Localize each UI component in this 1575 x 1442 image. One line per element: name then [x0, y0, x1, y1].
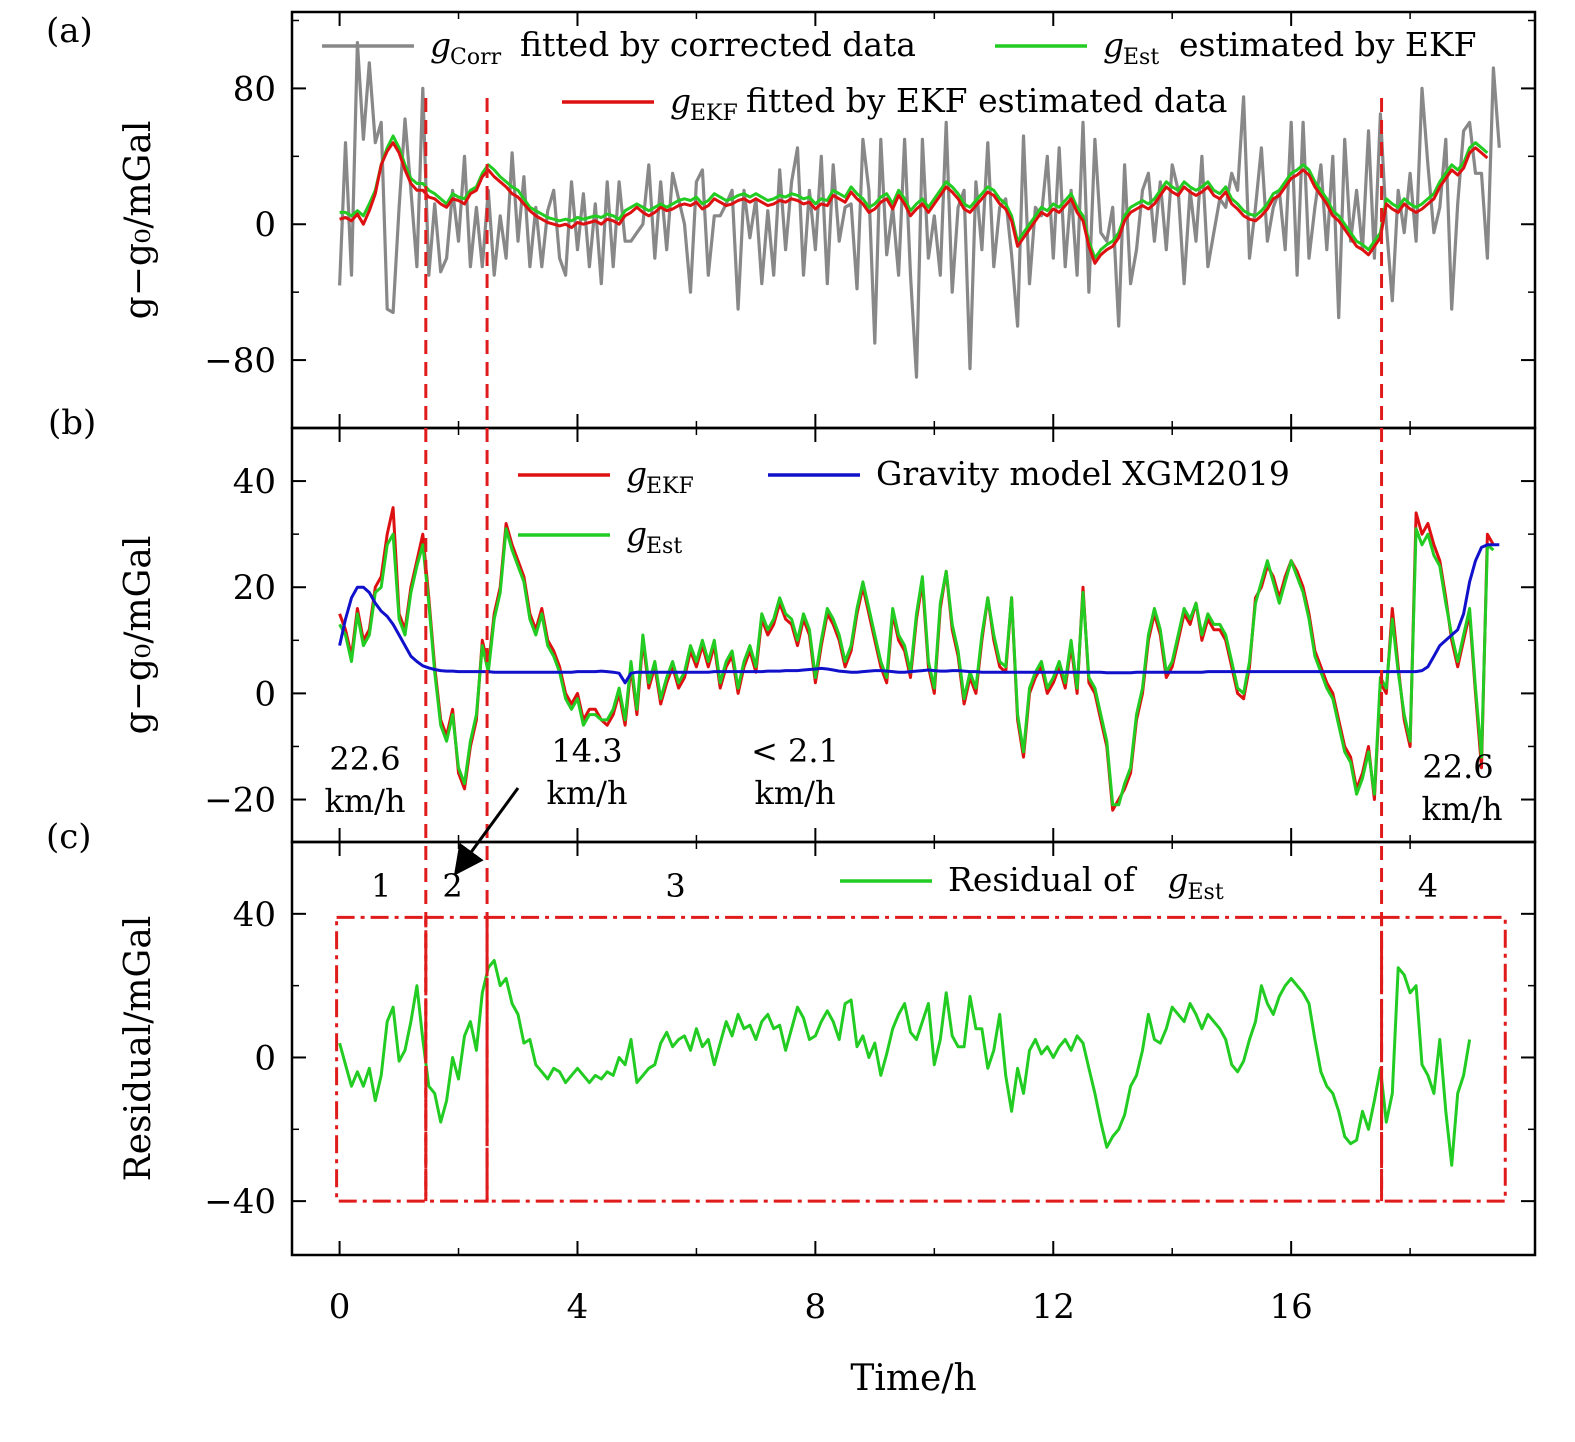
panel-tag: (a): [46, 11, 93, 51]
speed-label-value: 22.6: [1422, 748, 1493, 786]
y-tick-label: −20: [204, 781, 276, 821]
legend-subscript: EKF: [646, 474, 694, 499]
x-tick-label: 4: [567, 1287, 589, 1327]
series-line-gEKF: [339, 141, 1489, 265]
y-tick-label: −40: [204, 1182, 276, 1222]
speed-label-unit: km/h: [1421, 790, 1502, 828]
legend-subscript: Est: [1188, 880, 1224, 905]
panel-1: (b) −20 0 20 40 g−g₀/mGal: [48, 403, 1537, 844]
speed-label-value: < 2.1: [751, 732, 839, 770]
panel-frame: [290, 840, 1537, 1257]
legend-symbol: g: [626, 514, 647, 553]
y-axis-title: g−g₀/mGal: [118, 121, 159, 320]
legend-symbol: g: [670, 81, 691, 120]
speed-label-unit: km/h: [754, 774, 835, 812]
x-tick-label: 16: [1270, 1287, 1313, 1327]
speed-label-value: 14.3: [551, 732, 622, 770]
y-tick-label: 0: [254, 674, 276, 714]
speed-label-unit: km/h: [546, 774, 627, 812]
speed-arrow: [453, 787, 520, 876]
panel-tag: (c): [46, 817, 92, 857]
region-label: 4: [1418, 867, 1438, 905]
x-tick-label: 8: [805, 1287, 827, 1327]
x-tick-label: 0: [329, 1287, 351, 1327]
legend-label: Gravity model XGM2019: [876, 454, 1290, 493]
series-line-gEst: [338, 527, 1495, 807]
region-box: [1380, 915, 1507, 1203]
legend-label: fitted by EKF estimated data: [746, 81, 1227, 120]
y-axis-title: g−g₀/mGal: [118, 536, 159, 735]
legend-subscript: EKF: [690, 101, 738, 126]
speed-label-value: 22.6: [329, 740, 400, 778]
y-tick-label: 0: [254, 205, 276, 245]
legend-symbol: g: [430, 25, 451, 64]
panel-0: (a) −80 0 80 g−g₀/mGal: [46, 10, 1537, 430]
region-box: [424, 915, 489, 1203]
legend-label: fitted by corrected data: [520, 25, 916, 64]
y-axis-title: Residual/mGal: [118, 916, 159, 1182]
series-line-gCorr: [338, 41, 1501, 379]
y-tick-label: 80: [233, 69, 276, 109]
region-label: 3: [665, 867, 685, 905]
legend-subscript: Corr: [450, 45, 502, 70]
speed-label-unit: km/h: [324, 782, 405, 820]
legend-subscript: Est: [1123, 45, 1159, 70]
y-tick-label: 40: [233, 462, 276, 502]
legend-symbol: g: [626, 454, 647, 493]
y-tick-label: −80: [204, 341, 276, 381]
panel-2: (c) −40 0 40 Residual/mGal: [46, 817, 1537, 1257]
legend-symbol: g: [1103, 25, 1124, 64]
region-label: 1: [371, 867, 391, 905]
region-box: [335, 915, 428, 1203]
x-tick-label: 12: [1032, 1287, 1075, 1327]
legend-subscript: Est: [646, 534, 682, 559]
legend-symbol: g: [1168, 860, 1189, 899]
series-line-gEst: [339, 134, 1489, 260]
y-tick-label: 20: [233, 568, 276, 608]
y-tick-label: 0: [254, 1038, 276, 1078]
legend-label: Residual of: [948, 860, 1138, 899]
y-tick-label: 40: [233, 895, 276, 935]
x-axis-title: Time/h: [850, 1358, 976, 1399]
legend-label: estimated by EKF: [1179, 25, 1477, 64]
series-line-XGM2019: [338, 543, 1500, 685]
region-label: 2: [442, 867, 462, 905]
series-line-residual: [338, 959, 1472, 1167]
panel-tag: (b): [48, 403, 96, 443]
